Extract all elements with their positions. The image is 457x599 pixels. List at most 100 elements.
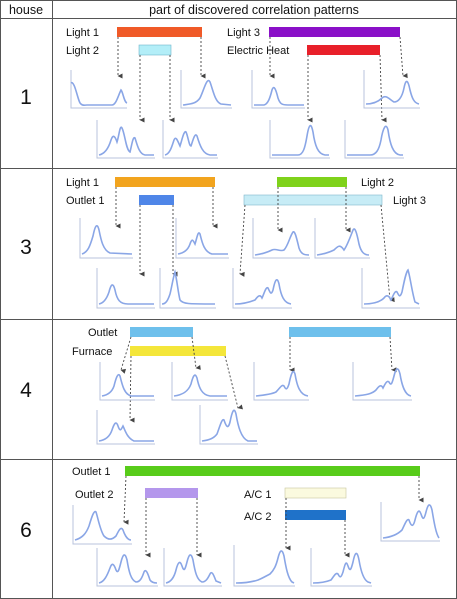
arrow-connectors (117, 36, 408, 123)
signal-curve (177, 232, 228, 255)
signal-curve (201, 409, 257, 442)
arrow-connectors (115, 187, 395, 303)
appliance-bar (139, 195, 174, 205)
appliance-bar (277, 177, 347, 187)
signal-axis (232, 268, 292, 309)
signal-curve (234, 278, 292, 305)
signal-axis (79, 218, 133, 259)
signal-curve (70, 82, 128, 107)
signal-curve (255, 370, 309, 397)
signal-curve (382, 504, 440, 539)
signal-curve (254, 86, 304, 106)
arrow-connectors (120, 336, 397, 423)
signal-axis (199, 405, 258, 445)
house-number-1: 1 (20, 86, 32, 109)
signal-plots (96, 362, 412, 445)
header-patterns: part of discovered correlation patterns (149, 3, 359, 17)
appliance-bar (269, 27, 400, 37)
appliance-label: Light 1 (66, 177, 99, 189)
house-3-patterns: Light 1 Outlet 1 Light 2 Light 3 (66, 177, 426, 309)
appliance-bar (307, 45, 380, 55)
appliance-bar (138, 44, 172, 56)
signal-plots (72, 502, 440, 587)
signal-plots (70, 70, 420, 159)
appliance-bar (115, 177, 215, 187)
header-house: house (9, 3, 43, 17)
appliance-bar (243, 194, 383, 206)
signal-curve (98, 554, 158, 584)
signal-axis (159, 268, 216, 309)
signal-axis (96, 268, 155, 309)
appliance-bar (130, 346, 226, 356)
signal-axis (175, 218, 229, 259)
signal-curve (182, 79, 232, 106)
house-number-3: 3 (20, 236, 32, 259)
signal-curve (165, 554, 222, 584)
signal-curve (354, 368, 412, 397)
arrow-connectors (123, 475, 424, 558)
signal-axis (314, 218, 370, 259)
house-4-patterns: Outlet Furnace (72, 327, 412, 445)
signal-axis (344, 120, 404, 159)
appliance-bar (130, 327, 193, 337)
signal-axis (163, 548, 222, 587)
signal-axis (310, 548, 372, 587)
appliance-bar (125, 466, 420, 476)
signal-axis (96, 548, 158, 587)
appliance-label: Outlet 1 (66, 195, 105, 207)
appliance-label: Electric Heat (227, 45, 289, 57)
appliance-bar (117, 27, 202, 37)
signal-axis (361, 268, 420, 309)
signal-axis (252, 218, 310, 259)
signal-curve (98, 284, 154, 305)
appliance-bar (289, 327, 391, 337)
house-number-6: 6 (20, 519, 32, 542)
house-1-patterns: Light 1 Light 2 Light 3 Electric Heat (66, 27, 420, 159)
appliance-bar (285, 510, 346, 520)
signal-plots (79, 218, 420, 309)
house-number-4: 4 (20, 379, 32, 402)
house-6-patterns: Outlet 1 Outlet 2 A/C 1 A/C 2 (72, 466, 440, 587)
signal-curve (347, 125, 403, 156)
signal-curve (312, 552, 372, 584)
signal-axis (380, 502, 440, 542)
signal-curve (98, 422, 154, 442)
signal-axis (162, 120, 218, 159)
signal-axis (72, 505, 132, 545)
appliance-label: A/C 1 (244, 489, 272, 501)
signal-curve (101, 373, 154, 397)
appliance-label: Light 2 (361, 177, 394, 189)
signal-axis (171, 362, 228, 401)
appliance-label: Outlet 1 (72, 466, 111, 478)
signal-curve (363, 268, 420, 305)
signal-curve (365, 80, 420, 105)
appliance-label: Light 3 (227, 27, 260, 39)
signal-curve (272, 124, 329, 156)
signal-curve (98, 126, 154, 156)
appliance-label: Light 2 (66, 45, 99, 57)
signal-curve (161, 269, 216, 305)
appliance-label: Light 3 (393, 195, 426, 207)
signal-axis (96, 410, 155, 445)
signal-axis (180, 70, 232, 109)
appliance-label: Outlet (88, 327, 117, 339)
signal-curve (235, 550, 295, 584)
appliance-label: Light 1 (66, 27, 99, 39)
signal-curve (164, 130, 217, 156)
signal-curve (81, 224, 133, 255)
signal-curve (254, 230, 310, 256)
signal-axis (269, 120, 330, 159)
appliance-label: A/C 2 (244, 511, 272, 523)
signal-curve (316, 228, 370, 256)
appliance-label: Furnace (72, 346, 112, 358)
signal-axis (251, 70, 305, 109)
signal-axis (363, 70, 420, 109)
appliance-label: Outlet 2 (75, 489, 114, 501)
signal-axis (99, 362, 155, 401)
appliance-bar (284, 487, 347, 499)
signal-axis (253, 362, 309, 401)
signal-axis (233, 545, 295, 587)
signal-curve (74, 510, 132, 541)
